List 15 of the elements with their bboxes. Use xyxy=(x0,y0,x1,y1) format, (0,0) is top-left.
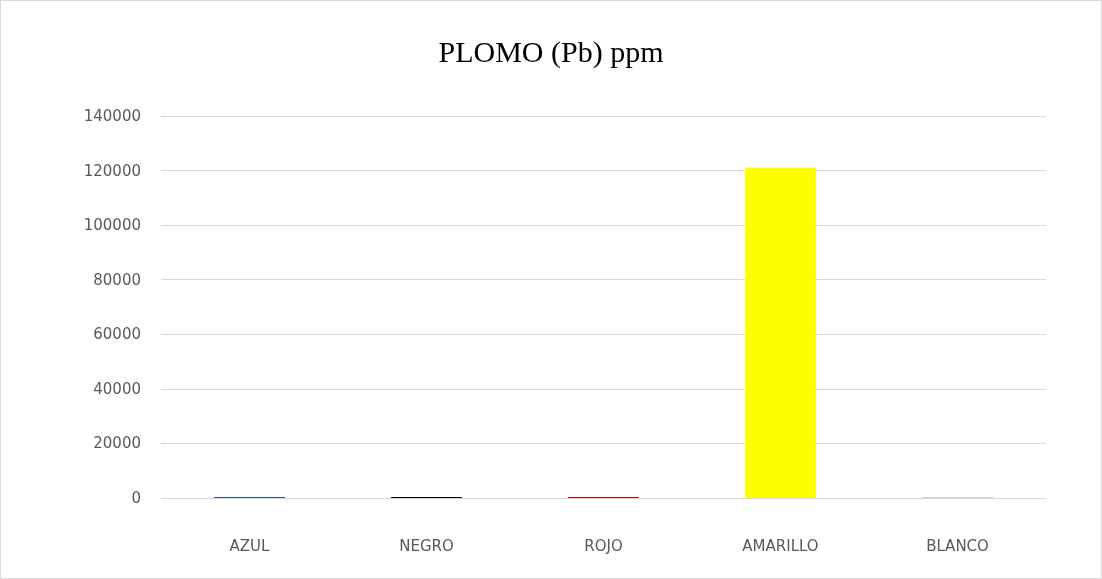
chart-title: PLOMO (Pb) ppm xyxy=(438,34,664,69)
y-tick-label: 100000 xyxy=(83,216,141,235)
y-tick-label: 40000 xyxy=(93,379,141,398)
x-tick-label: AMARILLO xyxy=(742,536,819,555)
x-tick-label: NEGRO xyxy=(399,536,454,555)
x-tick-label: BLANCO xyxy=(926,536,989,555)
y-tick-label: 0 xyxy=(131,489,141,507)
y-tick-label: 60000 xyxy=(93,325,141,344)
y-tick-label: 140000 xyxy=(83,107,141,125)
bar xyxy=(745,167,816,498)
y-tick-label: 20000 xyxy=(93,434,141,453)
x-tick-label: ROJO xyxy=(584,536,623,555)
x-tick-label: AZUL xyxy=(229,536,271,555)
y-tick-label: 120000 xyxy=(83,161,141,180)
y-tick-label: 80000 xyxy=(93,270,141,289)
